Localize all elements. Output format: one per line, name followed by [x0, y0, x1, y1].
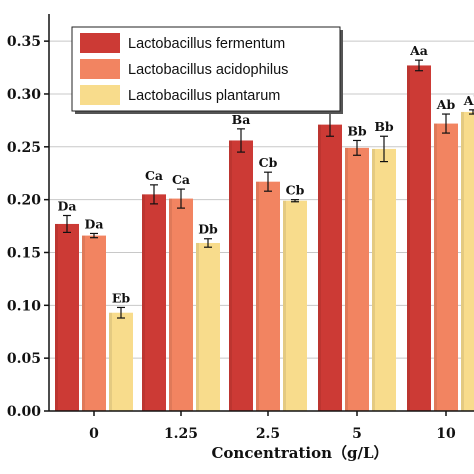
significance-label: Bb [347, 123, 367, 138]
y-tick-label: 0.15 [7, 245, 41, 261]
significance-label: Bb [374, 119, 394, 134]
legend-swatch [80, 59, 120, 79]
bar-shade [196, 242, 199, 411]
bar-shade [345, 147, 348, 412]
axes: 0.00 0.05 0.10 0.15 0.20 0.25 0.30 0.35 0 1.25 2.5… [7, 14, 474, 442]
bar [109, 312, 133, 411]
bar [318, 124, 342, 411]
significance-label: Cb [259, 155, 278, 170]
significance-label: Db [198, 222, 218, 237]
bar [142, 194, 166, 411]
y-tick-label: 0.00 [7, 404, 41, 420]
significance-label: Ab [463, 93, 474, 108]
bar [229, 140, 253, 411]
significance-label: Ba [232, 112, 251, 127]
legend-swatch [80, 85, 120, 105]
bar-shade [283, 200, 286, 411]
x-tick-label: 5 [352, 426, 362, 442]
bar-shade [461, 111, 464, 411]
significance-label: Cb [286, 183, 305, 198]
significance-label: Da [85, 216, 104, 231]
bar-shade [229, 140, 232, 411]
x-tick-label: 0 [89, 426, 99, 442]
bar-shade [407, 65, 410, 411]
bar [82, 235, 106, 411]
x-tick-label: 10 [436, 426, 456, 442]
legend-label: Lactobacillus acidophilus [128, 62, 288, 78]
y-tick-label: 0.30 [7, 87, 41, 103]
bar-shade [318, 124, 321, 411]
bar-shade [372, 148, 375, 412]
significance-label: Ab [436, 97, 456, 112]
y-tick-label: 0.10 [7, 298, 41, 314]
bar [372, 148, 396, 412]
bar-shade [109, 312, 112, 411]
bar-shade [256, 181, 259, 411]
x-axis-title: Concentration（g/L） [211, 444, 388, 462]
bar-shade [434, 123, 437, 411]
significance-label: Ca [145, 168, 163, 183]
bar-shade [82, 235, 85, 411]
x-tick-label: 2.5 [256, 426, 280, 442]
y-tick-label: 0.25 [7, 140, 41, 156]
bar [434, 123, 458, 411]
significance-label: Aa [409, 43, 428, 58]
bar-shade [169, 198, 172, 411]
bar [196, 242, 220, 411]
bars: DaCaBaBaAaDaCaCbBbAbEbDbCbBbAb [55, 43, 474, 412]
x-tick-label: 1.25 [164, 426, 198, 442]
significance-label: Ca [172, 172, 190, 187]
significance-label: Da [58, 199, 77, 214]
bar [283, 200, 307, 411]
y-tick-label: 0.20 [7, 193, 41, 209]
legend: Lactobacillus fermentum Lactobacillus aci… [71, 26, 343, 114]
bar [256, 181, 280, 411]
bar-shade [142, 194, 145, 411]
bar [169, 198, 193, 411]
bar [407, 65, 431, 411]
legend-label: Lactobacillus plantarum [128, 88, 280, 104]
bar [461, 111, 474, 411]
legend-label: Lactobacillus fermentum [128, 36, 285, 52]
y-tick-label: 0.05 [7, 351, 41, 367]
bar [55, 223, 79, 411]
y-tick-label: 0.35 [7, 34, 41, 50]
bar [345, 147, 369, 412]
bar-shade [55, 223, 58, 411]
significance-label: Eb [112, 290, 131, 305]
legend-swatch [80, 33, 120, 53]
